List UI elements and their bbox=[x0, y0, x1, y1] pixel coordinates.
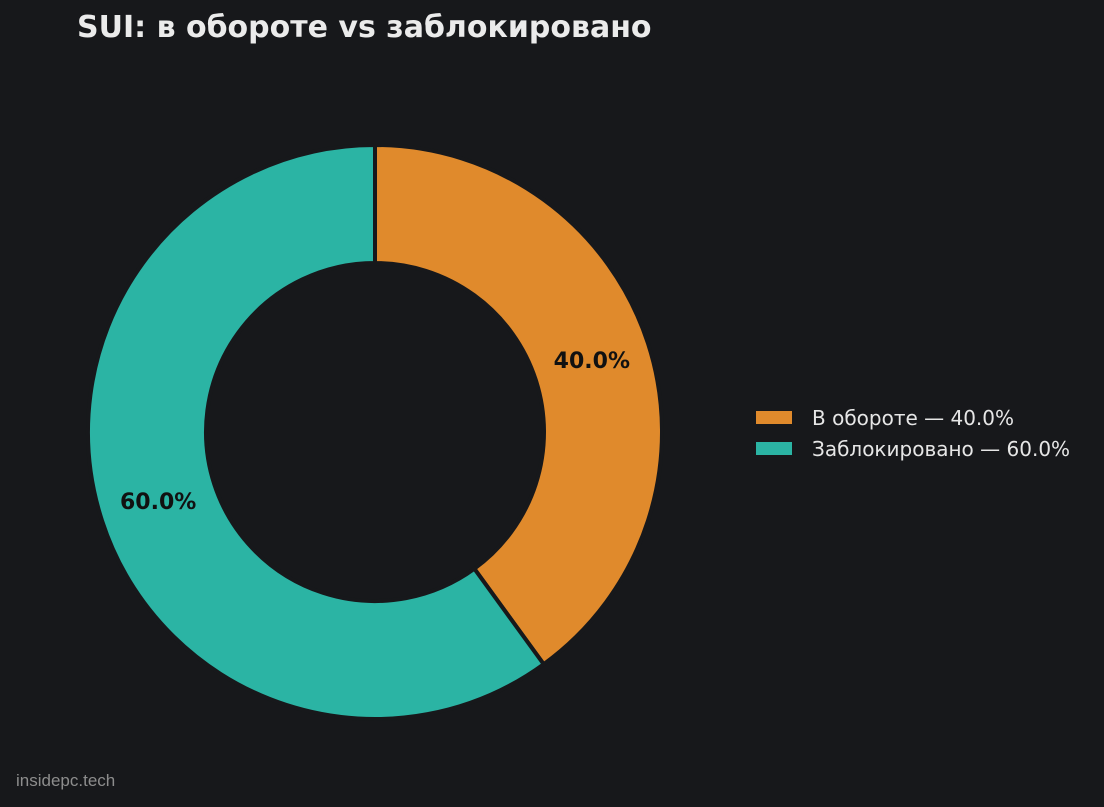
legend-swatch bbox=[756, 442, 792, 455]
legend-item-1: В обороте — 40.0% bbox=[756, 402, 1070, 433]
watermark: insidepc.tech bbox=[16, 771, 116, 790]
donut-slice-labels: 40.0% 60.0% bbox=[120, 349, 630, 515]
slice-value-label-2: 60.0% bbox=[120, 490, 196, 515]
chart-title: SUI: в обороте vs заблокировано bbox=[77, 10, 652, 45]
legend-item-2: Заблокировано — 60.0% bbox=[756, 433, 1070, 464]
legend-label: В обороте — 40.0% bbox=[812, 405, 1015, 430]
donut-slice-1 bbox=[373, 142, 664, 667]
chart-legend: В обороте — 40.0% Заблокировано — 60.0% bbox=[756, 402, 1070, 464]
donut-slice-2 bbox=[86, 142, 547, 721]
slice-value-label-1: 40.0% bbox=[554, 349, 630, 374]
legend-swatch bbox=[756, 411, 792, 424]
donut-slices bbox=[86, 142, 664, 721]
legend-label: Заблокировано — 60.0% bbox=[812, 436, 1071, 461]
